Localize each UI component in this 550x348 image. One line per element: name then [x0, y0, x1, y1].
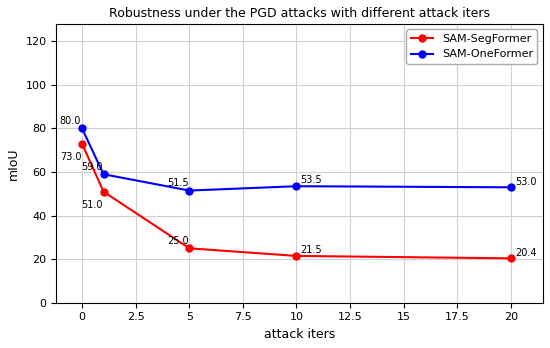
Text: 20.4: 20.4 — [515, 247, 537, 258]
Title: Robustness under the PGD attacks with different attack iters: Robustness under the PGD attacks with di… — [109, 7, 490, 20]
Line: SAM-SegFormer: SAM-SegFormer — [79, 140, 514, 262]
Text: 53.0: 53.0 — [515, 176, 537, 187]
SAM-SegFormer — [79, 142, 85, 146]
SAM-SegFormer — [186, 246, 192, 251]
Text: 59.0: 59.0 — [81, 162, 103, 172]
SAM-SegFormer — [293, 254, 300, 258]
Legend: SAM-SegFormer, SAM-OneFormer: SAM-SegFormer, SAM-OneFormer — [406, 30, 537, 64]
Text: 53.5: 53.5 — [301, 175, 322, 185]
SAM-SegFormer — [508, 256, 514, 260]
Text: 73.0: 73.0 — [60, 152, 81, 163]
SAM-OneFormer — [293, 184, 300, 188]
Text: 51.0: 51.0 — [81, 200, 103, 210]
SAM-SegFormer — [100, 190, 107, 194]
SAM-OneFormer — [79, 126, 85, 130]
Text: 51.5: 51.5 — [167, 179, 189, 188]
SAM-OneFormer — [508, 185, 514, 189]
Text: 25.0: 25.0 — [167, 236, 189, 246]
X-axis label: attack iters: attack iters — [264, 328, 336, 341]
Text: 21.5: 21.5 — [301, 245, 322, 255]
SAM-OneFormer — [100, 172, 107, 176]
Y-axis label: mIoU: mIoU — [7, 147, 20, 180]
Text: 80.0: 80.0 — [60, 116, 81, 126]
SAM-OneFormer — [186, 189, 192, 193]
Line: SAM-OneFormer: SAM-OneFormer — [79, 125, 514, 194]
